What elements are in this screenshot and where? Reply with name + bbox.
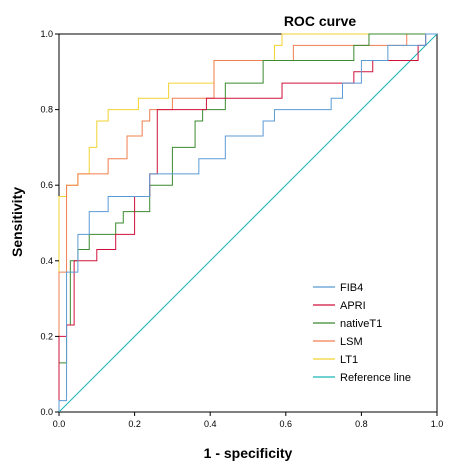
y-tick-label: 0.4 <box>40 256 53 266</box>
series-line-lsm <box>58 33 437 412</box>
x-tick-label: 0.0 <box>53 419 66 429</box>
y-tick-label: 1.0 <box>40 29 53 39</box>
x-tick-label: 0.8 <box>355 419 368 429</box>
x-tick-label: 0.6 <box>280 419 293 429</box>
y-tick-label: 0.8 <box>40 105 53 115</box>
legend-label: Reference line <box>340 372 411 384</box>
x-tick-label: 1.0 <box>431 419 444 429</box>
series-line-apri <box>58 33 437 412</box>
y-tick-label: 0.2 <box>40 331 53 341</box>
y-tick-label: 0.6 <box>40 180 53 190</box>
legend-label: nativeT1 <box>340 318 382 330</box>
legend-label: LT1 <box>340 354 358 366</box>
legend-label: APRI <box>340 300 366 312</box>
legend-label: FIB4 <box>340 282 363 294</box>
x-tick-label: 0.4 <box>204 419 217 429</box>
series-line-fib4 <box>58 33 437 412</box>
x-tick-label: 0.2 <box>128 419 141 429</box>
y-axis-title: Sensitivity <box>9 187 25 257</box>
tick-layer: 0.0 0.2 0.4 0.6 0.8 1.0 0.0 0.2 0.4 0.6 0.8 1.0 <box>40 29 443 429</box>
chart-title: ROC curve <box>284 13 357 29</box>
series-line-reference-line <box>58 33 438 413</box>
y-tick-label: 0.0 <box>40 407 53 417</box>
legend: FIB4 APRI nativeT1 LSM LT1 Reference line <box>313 282 411 384</box>
x-axis-title: 1 - specificity <box>204 445 293 461</box>
legend-label: LSM <box>340 336 363 348</box>
series-layer <box>58 33 438 413</box>
